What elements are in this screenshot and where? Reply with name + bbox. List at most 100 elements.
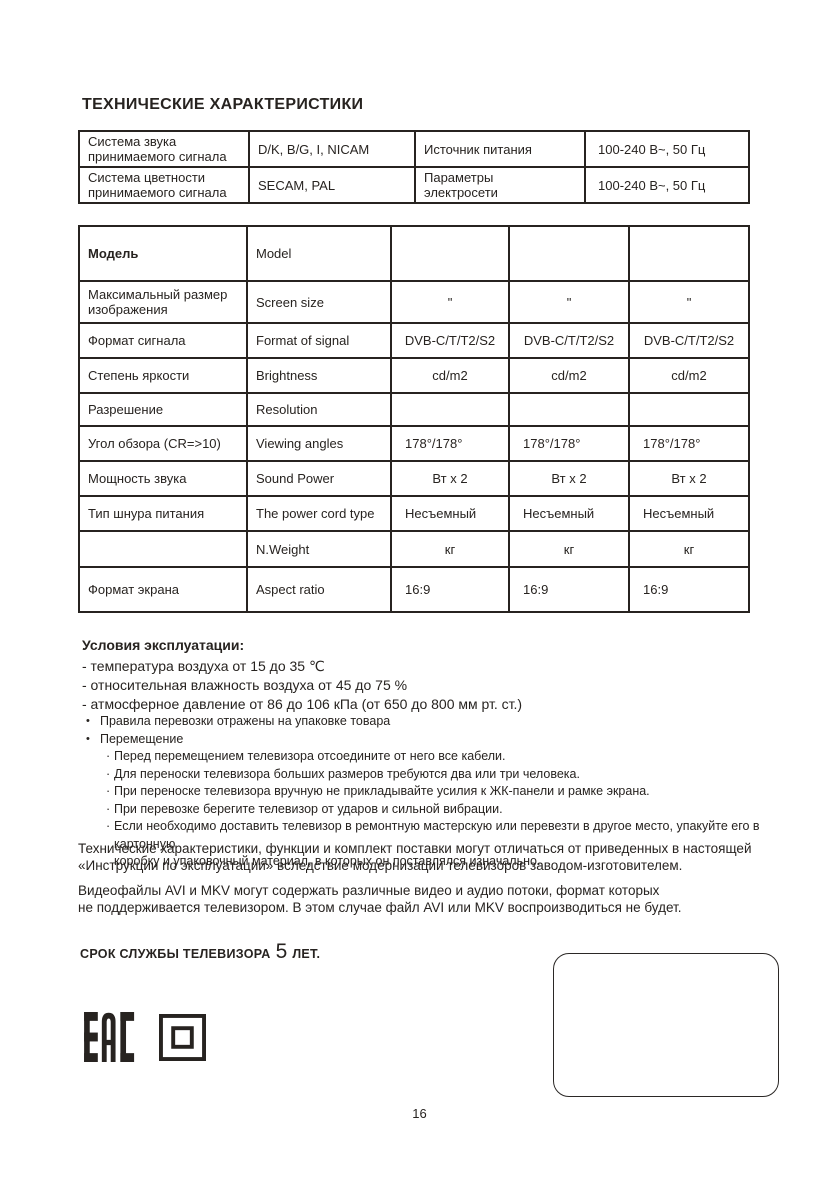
model-table-cell-6-0: Мощность звука (78, 460, 248, 497)
model-table-cell-0-4 (628, 225, 750, 282)
transport-notes: • Правила перевозки отражены на упаковке… (85, 713, 797, 871)
model-table-cell-7-0: Тип шнура питания (78, 495, 248, 532)
model-table-cell-2-2: DVB-C/T/T2/S2 (390, 322, 510, 359)
sub-bullet-marker-icon: · (106, 766, 111, 781)
model-table-row-8: N.Weight кг кг кг (78, 530, 750, 568)
model-table-cell-9-0: Формат экрана (78, 566, 248, 613)
model-table-cell-9-2: 16:9 (390, 566, 510, 613)
model-table-row-0: Модель Model (78, 225, 750, 282)
operating-conditions: Условия эксплуатации: - температура возд… (82, 636, 722, 714)
spec-table-cell-0-3: 100-240 В~, 50 Гц (584, 130, 750, 168)
spec-table-row-0: Система звука принимаемого сигнала D/K, B… (78, 130, 750, 168)
transport-sub-item: · При перевозке берегите телевизор от уд… (85, 801, 797, 819)
sub-bullet-text: Если необходимо доставить телевизор в ре… (114, 819, 760, 868)
model-table-cell-1-4: " (628, 280, 750, 324)
condition-temperature: - температура воздуха от 15 до 35 ℃ (82, 658, 325, 674)
transport-sub-item: · Если необходимо доставить телевизор в … (85, 818, 797, 871)
tv-lifetime-statement: СРОК СЛУЖБЫ ТЕЛЕВИЗОРА 5 ЛЕТ. (80, 940, 321, 963)
bullet-text: Правила перевозки отражены на упаковке т… (100, 714, 391, 728)
eac-mark-icon (84, 1012, 135, 1062)
sub-bullet-text: Перед перемещением телевизора отсоединит… (114, 749, 506, 763)
spec-table-cell-0-2: Источник питания (414, 130, 586, 168)
model-table-cell-3-0: Степень яркости (78, 357, 248, 394)
model-table-cell-1-3: " (508, 280, 630, 324)
lifetime-years: 5 (275, 940, 288, 963)
model-table-cell-2-3: DVB-C/T/T2/S2 (508, 322, 630, 359)
model-table-cell-4-0: Разрешение (78, 392, 248, 427)
model-table-cell-6-1: Sound Power (246, 460, 392, 497)
transport-sub-item: · Перед перемещением телевизора отсоедин… (85, 748, 797, 766)
model-table-cell-8-0 (78, 530, 248, 568)
model-table-cell-2-1: Format of signal (246, 322, 392, 359)
transport-rule-item: • Правила перевозки отражены на упаковке… (85, 713, 797, 731)
sub-bullet-marker-icon: · (106, 819, 111, 833)
model-table-row-9: Формат экрана Aspect ratio 16:9 16:9 16:9 (78, 566, 750, 613)
model-table-cell-1-2: " (390, 280, 510, 324)
video-files-paragraph: Видеофайлы AVI и MKV могут содержать раз… (78, 883, 682, 915)
model-table-row-7: Тип шнура питания The power cord type Несъ… (78, 495, 750, 532)
model-table-cell-7-2: Несъемный (390, 495, 510, 532)
model-table-cell-1-0: Максимальный размер изображения (78, 280, 248, 324)
page-title: ТЕХНИЧЕСКИЕ ХАРАКТЕРИСТИКИ (82, 96, 364, 113)
model-table-cell-0-2 (390, 225, 510, 282)
model-table-cell-9-3: 16:9 (508, 566, 630, 613)
condition-pressure: - атмосферное давление от 86 до 106 кПа … (82, 696, 523, 712)
model-table-cell-7-3: Несъемный (508, 495, 630, 532)
lifetime-suffix: ЛЕТ. (292, 947, 321, 961)
model-table-cell-0-0: Модель (78, 225, 248, 282)
model-table-row-6: Мощность звука Sound Power Вт х 2 Вт х 2 Вт … (78, 460, 750, 497)
model-table-cell-8-4: кг (628, 530, 750, 568)
model-table-cell-3-3: cd/m2 (508, 357, 630, 394)
model-table-cell-8-1: N.Weight (246, 530, 392, 568)
model-spec-table: Модель Model Максимальный размер изображен… (78, 225, 750, 613)
spec-table-row-1: Система цветности принимаемого сигнала SE… (78, 166, 750, 204)
model-table-cell-2-0: Формат сигнала (78, 322, 248, 359)
bullet-text: Перемещение (100, 731, 184, 746)
model-table-cell-7-4: Несъемный (628, 495, 750, 532)
model-table-row-3: Степень яркости Brightness cd/m2 cd/m2 cd/m2 (78, 357, 750, 394)
notes-box (553, 953, 779, 1097)
model-table-cell-9-1: Aspect ratio (246, 566, 392, 613)
model-table-cell-8-3: кг (508, 530, 630, 568)
model-table-cell-6-4: Вт х 2 (628, 460, 750, 497)
spec-table-cell-1-3: 100-240 В~, 50 Гц (584, 166, 750, 204)
model-table-cell-6-3: Вт х 2 (508, 460, 630, 497)
sub-bullet-marker-icon: · (106, 749, 111, 763)
model-table-cell-3-1: Brightness (246, 357, 392, 394)
transport-sub-item: · При переноске телевизора вручную не пр… (85, 783, 797, 801)
model-table-cell-0-1: Model (246, 225, 392, 282)
sub-bullet-marker-icon: · (106, 801, 111, 816)
model-table-cell-1-1: Screen size (246, 280, 392, 324)
bullet-marker-icon: • (86, 715, 90, 727)
spec-table-cell-1-0: Система цветности принимаемого сигнала (78, 166, 250, 204)
spec-table-cell-1-1: SECAM, PAL (248, 166, 416, 204)
specs-disclaimer-paragraph: Технические характеристики, функции и ко… (78, 841, 752, 873)
model-table-cell-5-1: Viewing angles (246, 425, 392, 462)
spec-table-cell-0-0: Система звука принимаемого сигнала (78, 130, 250, 168)
page-number: 16 (412, 1106, 427, 1121)
model-table-cell-9-4: 16:9 (628, 566, 750, 613)
class-ii-double-square-icon (159, 1014, 206, 1061)
spec-table-cell-1-2: Параметры электросети (414, 166, 586, 204)
model-table-cell-3-2: cd/m2 (390, 357, 510, 394)
model-table-cell-4-2 (390, 392, 510, 427)
model-table-cell-2-4: DVB-C/T/T2/S2 (628, 322, 750, 359)
model-table-cell-8-2: кг (390, 530, 510, 568)
model-table-cell-5-4: 178°/178° (628, 425, 750, 462)
condition-humidity: - относительная влажность воздуха от 45 … (82, 677, 408, 693)
model-table-cell-5-3: 178°/178° (508, 425, 630, 462)
model-table-cell-5-0: Угол обзора (CR=>10) (78, 425, 248, 462)
model-table-row-4: Разрешение Resolution (78, 392, 750, 427)
sub-bullet-marker-icon: · (106, 784, 111, 798)
operating-conditions-heading: Условия эксплуатации: (82, 637, 245, 653)
bullet-marker-icon: • (86, 732, 90, 745)
model-table-cell-7-1: The power cord type (246, 495, 392, 532)
model-table-cell-3-4: cd/m2 (628, 357, 750, 394)
model-table-cell-4-3 (508, 392, 630, 427)
model-table-row-2: Формат сигнала Format of signal DVB-C/T/T2… (78, 322, 750, 359)
lifetime-prefix: СРОК СЛУЖБЫ ТЕЛЕВИЗОРА (80, 947, 271, 961)
model-table-cell-0-3 (508, 225, 630, 282)
sub-bullet-text: При перевозке берегите телевизор от удар… (114, 801, 503, 816)
model-table-cell-4-4 (628, 392, 750, 427)
